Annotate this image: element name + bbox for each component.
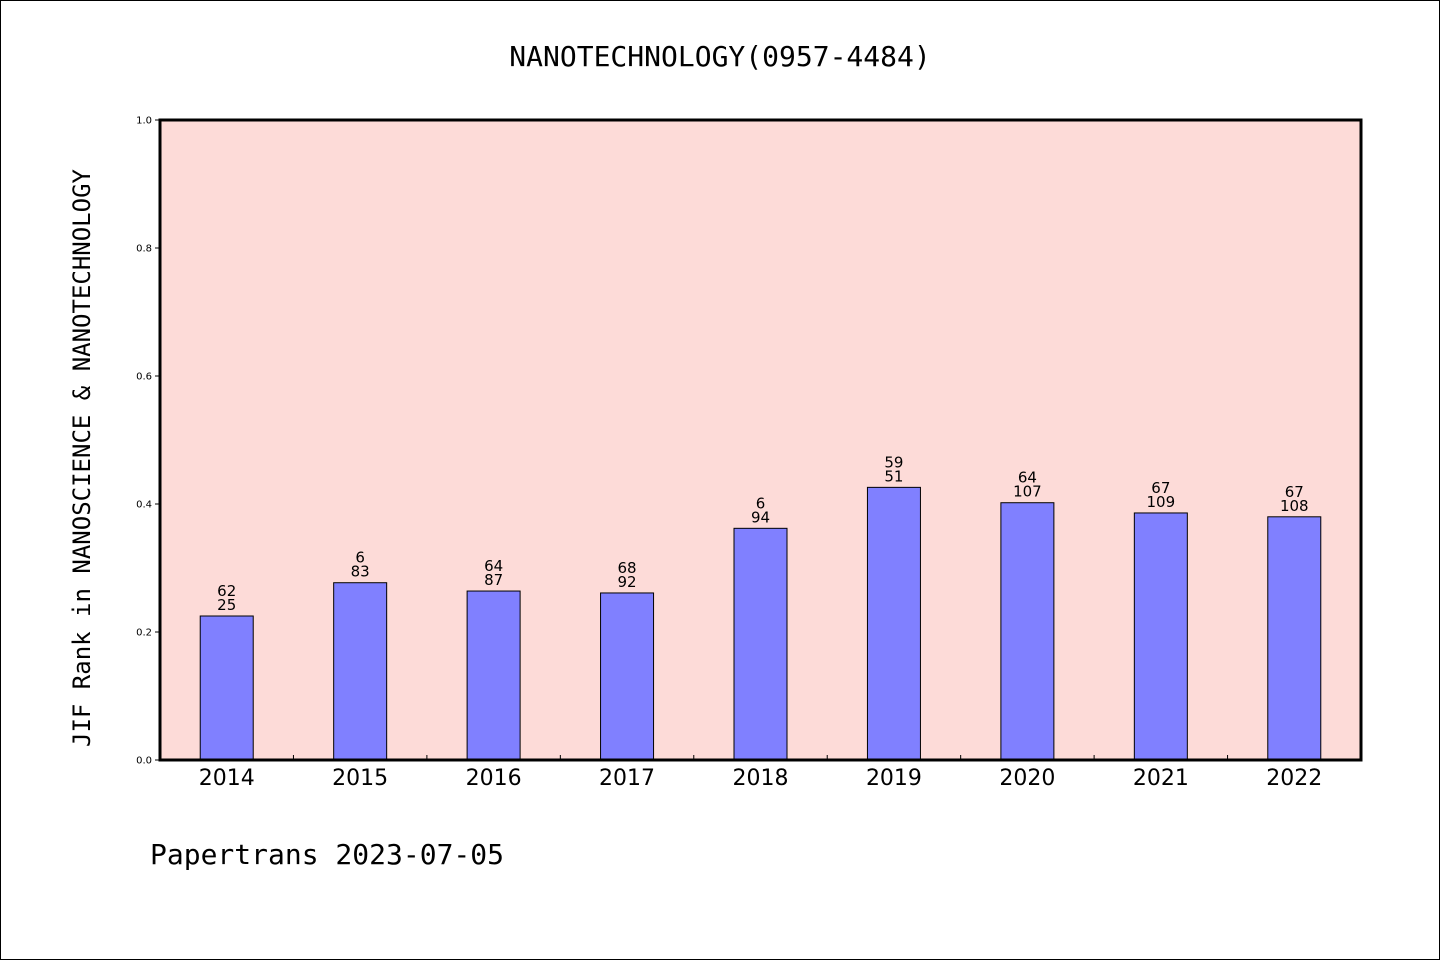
bars [199, 486, 1322, 761]
x-tick-label: 2021 [1133, 766, 1189, 791]
bar-label-top: 67 [1285, 483, 1304, 501]
bar-label-bottom: 94 [751, 508, 770, 526]
x-tick-label: 2014 [199, 766, 255, 791]
bar [333, 582, 388, 761]
chart-title: NANOTECHNOLOGY(0957-4484) [509, 40, 930, 73]
y-axis-ticks: 0.0 0.2 0.4 0.6 0.8 1.0 [136, 116, 160, 767]
bar-label-top: 64 [484, 557, 503, 575]
x-tick-label: 2020 [999, 766, 1055, 791]
bar-label-bottom: 87 [484, 571, 503, 589]
y-axis-label: JIF Rank in NANOSCIENCE & NANOTECHNOLOGY [68, 168, 96, 747]
footer-text: Papertrans 2023-07-05 [150, 838, 504, 871]
bar-label-top: 64 [1018, 469, 1037, 487]
y-tick-label: 0.2 [136, 628, 152, 639]
bar [733, 527, 788, 761]
bar-label-bottom: 83 [351, 563, 370, 581]
x-tick-label: 2015 [332, 766, 388, 791]
bar-label-top: 68 [618, 559, 637, 577]
y-tick-label: 0.8 [136, 244, 152, 255]
x-tick-label: 2016 [466, 766, 522, 791]
bar-label-bottom: 51 [884, 467, 903, 485]
x-axis-labels: 2014 2015 2016 2017 2018 2019 2020 2021 2022 [199, 766, 1323, 791]
bar [866, 486, 921, 761]
bar [600, 592, 655, 761]
y-tick-label: 1.0 [136, 116, 152, 127]
y-tick-label: 0.0 [136, 756, 152, 767]
x-tick-label: 2019 [866, 766, 922, 791]
x-tick-label: 2022 [1266, 766, 1322, 791]
y-tick-label: 0.6 [136, 372, 152, 383]
bar [466, 590, 521, 761]
x-tick-label: 2018 [733, 766, 789, 791]
x-tick-label: 2017 [599, 766, 655, 791]
bar-label-bottom: 92 [618, 573, 637, 591]
bar-label-bottom: 108 [1280, 497, 1309, 515]
bar [199, 615, 254, 761]
bar [1267, 516, 1322, 761]
bar-label-bottom: 25 [217, 596, 236, 614]
bar-label-top: 67 [1151, 479, 1170, 497]
bar-label-top: 6 [756, 494, 766, 512]
bar-label-bottom: 107 [1013, 483, 1042, 501]
y-tick-label: 0.4 [136, 500, 152, 511]
bar-label-top: 6 [355, 549, 365, 567]
plot-border [158, 118, 1363, 762]
bar [1133, 512, 1188, 761]
bar-label-top: 59 [884, 453, 903, 471]
bar [1000, 502, 1055, 761]
bar-label-bottom: 109 [1147, 493, 1176, 511]
bar-label-top: 62 [217, 582, 236, 600]
